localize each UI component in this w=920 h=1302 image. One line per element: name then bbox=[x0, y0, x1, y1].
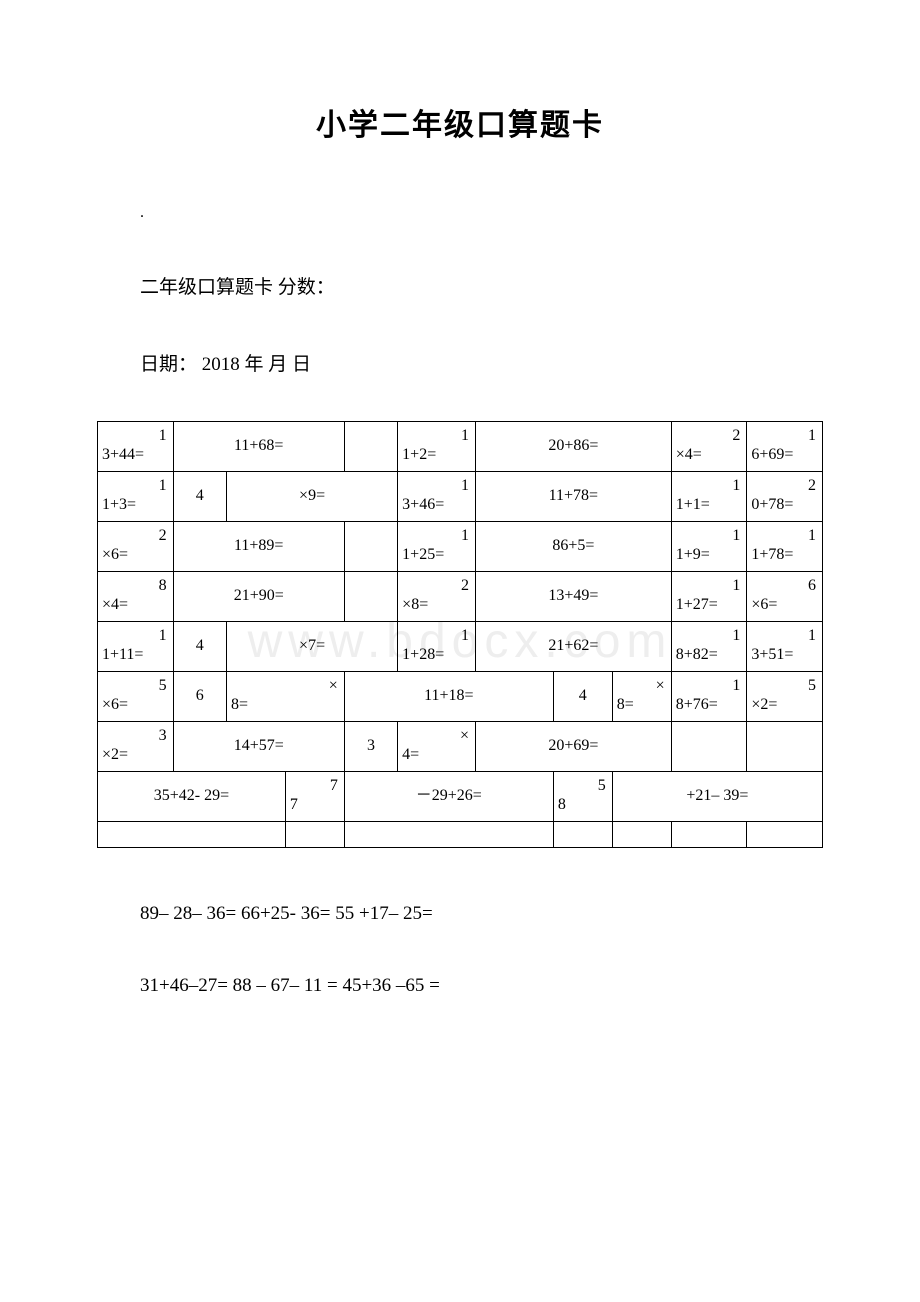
cell: 13+44= bbox=[98, 422, 174, 472]
subtitle: 二年级口算题卡 分数： bbox=[140, 272, 815, 299]
cell: 11+78= bbox=[747, 522, 823, 572]
cell: ×4= bbox=[398, 722, 476, 772]
table-row: 11+11= 4 ×7= 11+28= 21+62= 18+82= 13+51= bbox=[98, 622, 823, 672]
cell: ×9= bbox=[226, 472, 397, 522]
cell: 4 bbox=[553, 672, 612, 722]
cell: 11+28= bbox=[398, 622, 476, 672]
cell: 6×6= bbox=[747, 572, 823, 622]
cell: 58 bbox=[553, 772, 612, 822]
cell bbox=[344, 572, 397, 622]
bottom-line-2: 31+46–27= 88 – 67– 11 = 45+36 –65 = bbox=[140, 975, 815, 997]
main-title: 小学二年级口算题卡 bbox=[105, 100, 815, 144]
cell: 4 bbox=[173, 472, 226, 522]
cell bbox=[747, 822, 823, 848]
cell: 14+57= bbox=[173, 722, 344, 772]
table-row: 2×6= 11+89= 11+25= 86+5= 11+9= 11+78= bbox=[98, 522, 823, 572]
cell: 13+49= bbox=[476, 572, 672, 622]
dot: . bbox=[140, 204, 815, 222]
math-table: 13+44= 11+68= 11+2= 20+86= 2×4= 16+69= 1… bbox=[97, 421, 823, 848]
cell: 11+1= bbox=[671, 472, 747, 522]
cell: 8×4= bbox=[98, 572, 174, 622]
cell: 2×4= bbox=[671, 422, 747, 472]
table-row: 5×6= 6 ×8= 11+18= 4 ×8= 18+76= 5×2= bbox=[98, 672, 823, 722]
cell bbox=[98, 822, 286, 848]
cell: 11+78= bbox=[476, 472, 672, 522]
cell: －29+26= bbox=[344, 772, 553, 822]
cell: 11+68= bbox=[173, 422, 344, 472]
bottom-lines: 89– 28– 36= 66+25- 36= 55 +17– 25= 31+46… bbox=[140, 903, 815, 997]
cell: 11+27= bbox=[671, 572, 747, 622]
cell: 21+62= bbox=[476, 622, 672, 672]
cell: 11+18= bbox=[344, 672, 553, 722]
cell bbox=[671, 822, 747, 848]
table-row bbox=[98, 822, 823, 848]
cell bbox=[671, 722, 747, 772]
cell: 5×2= bbox=[747, 672, 823, 722]
cell: ×8= bbox=[226, 672, 344, 722]
cell: 6 bbox=[173, 672, 226, 722]
cell bbox=[747, 722, 823, 772]
cell: 4 bbox=[173, 622, 226, 672]
cell bbox=[344, 822, 553, 848]
table-row: 11+3= 4 ×9= 13+46= 11+78= 11+1= 20+78= bbox=[98, 472, 823, 522]
cell: 13+46= bbox=[398, 472, 476, 522]
cell: 3 bbox=[344, 722, 397, 772]
cell: ×7= bbox=[226, 622, 397, 672]
cell: 3×2= bbox=[98, 722, 174, 772]
cell: 35+42- 29= bbox=[98, 772, 286, 822]
table-row: 8×4= 21+90= 2×8= 13+49= 11+27= 6×6= bbox=[98, 572, 823, 622]
cell: 2×6= bbox=[98, 522, 174, 572]
cell: 11+25= bbox=[398, 522, 476, 572]
cell: ×8= bbox=[612, 672, 671, 722]
table-row: 35+42- 29= 77 －29+26= 58 +21– 39= bbox=[98, 772, 823, 822]
table-row: 13+44= 11+68= 11+2= 20+86= 2×4= 16+69= bbox=[98, 422, 823, 472]
cell: 18+76= bbox=[671, 672, 747, 722]
cell: 77 bbox=[285, 772, 344, 822]
cell: 5×6= bbox=[98, 672, 174, 722]
cell: 13+51= bbox=[747, 622, 823, 672]
cell bbox=[285, 822, 344, 848]
cell: +21– 39= bbox=[612, 772, 822, 822]
table-row: 3×2= 14+57= 3 ×4= 20+69= bbox=[98, 722, 823, 772]
cell: 21+90= bbox=[173, 572, 344, 622]
cell: 11+11= bbox=[98, 622, 174, 672]
page-content: 小学二年级口算题卡 . 二年级口算题卡 分数： 日期： 2018 年 月 日 1… bbox=[0, 0, 920, 1107]
cell: 86+5= bbox=[476, 522, 672, 572]
cell bbox=[344, 422, 397, 472]
cell bbox=[344, 522, 397, 572]
cell: 11+3= bbox=[98, 472, 174, 522]
cell: 11+2= bbox=[398, 422, 476, 472]
cell bbox=[612, 822, 671, 848]
cell: 16+69= bbox=[747, 422, 823, 472]
bottom-line-1: 89– 28– 36= 66+25- 36= 55 +17– 25= bbox=[140, 903, 815, 925]
cell: 20+86= bbox=[476, 422, 672, 472]
cell: 11+89= bbox=[173, 522, 344, 572]
cell: 18+82= bbox=[671, 622, 747, 672]
cell: 2×8= bbox=[398, 572, 476, 622]
cell: 20+78= bbox=[747, 472, 823, 522]
cell bbox=[553, 822, 612, 848]
date-line: 日期： 2018 年 月 日 bbox=[140, 349, 815, 376]
cell: 11+9= bbox=[671, 522, 747, 572]
cell: 20+69= bbox=[476, 722, 672, 772]
